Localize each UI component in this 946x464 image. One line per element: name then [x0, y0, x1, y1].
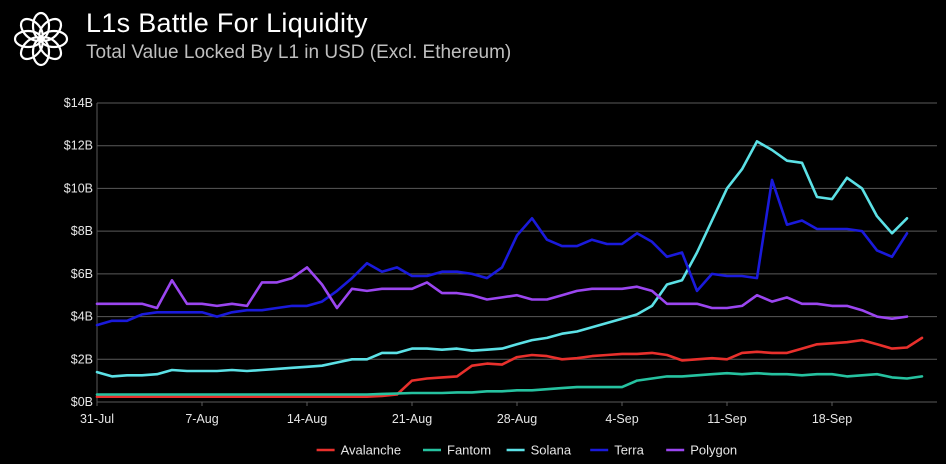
- y-tick-label: $10B: [64, 181, 93, 195]
- y-tick-label: $14B: [64, 96, 93, 110]
- y-tick-label: $0B: [71, 395, 93, 409]
- x-tick-label: 14-Aug: [287, 412, 327, 426]
- legend: Avalanche Fantom Solana Terra Polygon: [316, 443, 737, 458]
- x-tick-label: 7-Aug: [185, 412, 218, 426]
- legend-label-avalanche: Avalanche: [341, 443, 401, 458]
- grid-lines: [96, 102, 937, 403]
- flower-ring-logo-icon: [13, 11, 69, 67]
- legend-label-polygon: Polygon: [690, 443, 737, 458]
- chart-header: L1s Battle For Liquidity Total Value Loc…: [0, 0, 946, 80]
- x-tick-label: 18-Sep: [812, 412, 852, 426]
- y-tick-label: $2B: [71, 352, 93, 366]
- series-line-polygon: [95, 266, 909, 321]
- chart-subtitle: Total Value Locked By L1 in USD (Excl. E…: [86, 42, 512, 63]
- x-tick-label: 31-Jul: [80, 412, 114, 426]
- series-line-terra: [95, 178, 909, 327]
- x-tick-label: 28-Aug: [497, 412, 537, 426]
- legend-label-solana: Solana: [531, 443, 572, 458]
- y-axis-ticks: $0B $2B $4B $6B $8B $10B $12B $14B: [64, 96, 93, 409]
- legend-label-terra: Terra: [614, 443, 644, 458]
- y-tick-label: $4B: [71, 310, 93, 324]
- series-lines: [95, 140, 924, 399]
- series-line-solana: [95, 140, 909, 378]
- chart-title: L1s Battle For Liquidity: [86, 8, 368, 38]
- legend-label-fantom: Fantom: [447, 443, 491, 458]
- x-tick-label: 21-Aug: [392, 412, 432, 426]
- x-axis-ticks: 31-Jul 7-Aug 14-Aug 21-Aug 28-Aug 4-Sep 11-Sep…: [80, 402, 852, 426]
- x-tick-label: 4-Sep: [605, 412, 638, 426]
- x-tick-label: 11-Sep: [707, 412, 746, 426]
- series-line-avalanche: [95, 336, 924, 399]
- y-tick-label: $12B: [64, 139, 93, 153]
- y-tick-label: $8B: [71, 224, 93, 238]
- series-line-fantom: [95, 371, 924, 396]
- y-tick-label: $6B: [71, 267, 93, 281]
